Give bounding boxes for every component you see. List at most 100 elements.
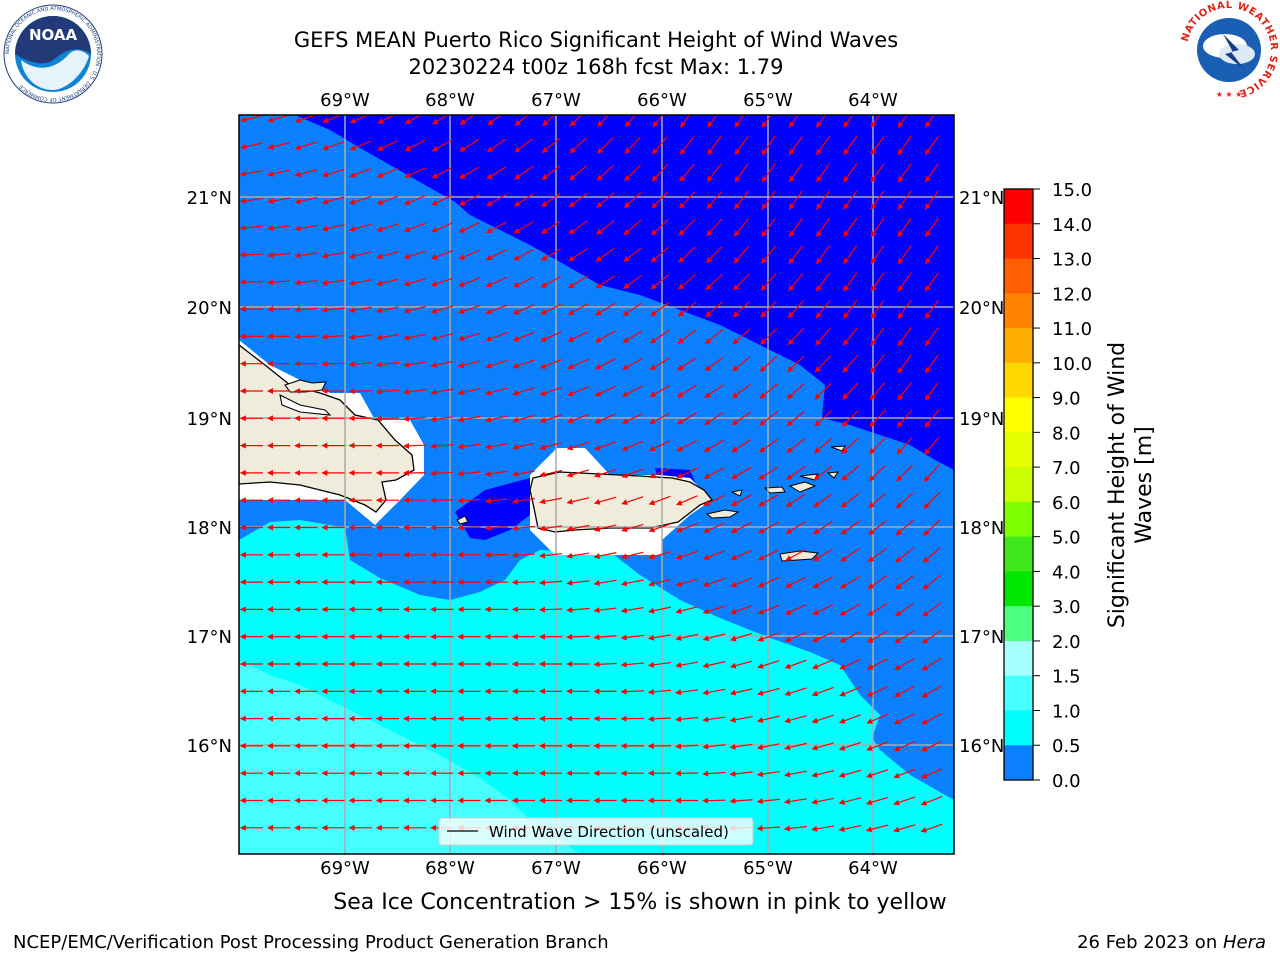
wave-arrow: [430, 388, 454, 396]
wave-arrow: [730, 522, 752, 533]
wave-arrow: [594, 468, 617, 478]
wave-arrow: [539, 606, 563, 613]
wave-arrow: [404, 167, 426, 178]
wave-arrow: [761, 163, 776, 183]
wave-arrow: [403, 222, 426, 233]
wave-arrow: [649, 412, 671, 424]
wave-arrow: [812, 548, 833, 562]
chart-title: GEFS MEAN Puerto Rico Significant Height…: [293, 28, 899, 52]
wave-arrow: [783, 798, 807, 805]
wave-arrow: [843, 272, 858, 292]
wave-arrow: [703, 550, 725, 560]
wave-arrow: [675, 743, 699, 750]
wave-arrow: [866, 713, 888, 724]
wave-arrow: [729, 688, 753, 696]
wave-arrow: [870, 327, 885, 347]
wave-arrow: [894, 602, 915, 617]
wave-arrow: [923, 519, 941, 536]
wave-arrow: [788, 190, 803, 210]
wave-arrow: [788, 163, 803, 183]
wave-arrow: [893, 713, 915, 724]
colorbar-tick-label: 1.0: [1052, 701, 1081, 722]
wave-arrow: [811, 714, 834, 724]
wave-arrow: [897, 327, 912, 347]
lat-label-left: 21°N: [187, 188, 232, 209]
wave-arrow: [486, 166, 507, 180]
wave-arrow: [542, 115, 556, 127]
wave-arrow: [349, 195, 372, 205]
wave-arrow: [594, 413, 616, 424]
wave-arrow: [267, 279, 291, 286]
wave-arrow: [593, 634, 617, 641]
wave-arrow: [540, 303, 562, 315]
lon-label-top: 65°W: [743, 90, 793, 111]
colorbar-tick-label: 15.0: [1052, 180, 1092, 201]
colorbar-tick-label: 12.0: [1052, 284, 1092, 305]
wave-arrow: [759, 355, 778, 372]
wave-arrow: [896, 437, 913, 455]
land-mona-island: [456, 515, 469, 525]
colorbar-label-line2: Waves [m]: [1132, 426, 1157, 543]
wave-arrow: [843, 136, 858, 156]
land-samana: [279, 394, 332, 416]
wave-arrow: [786, 383, 805, 400]
colorbar-swatch: [1004, 571, 1033, 607]
wave-arrow: [868, 437, 886, 455]
wave-arrow: [784, 659, 807, 669]
wave-arrow: [703, 467, 725, 479]
wave-arrow: [267, 115, 290, 123]
wave-arrow: [731, 439, 752, 453]
wave-arrow: [678, 218, 696, 236]
wave-arrow: [838, 824, 862, 832]
wave-arrow: [757, 632, 780, 642]
wave-arrow: [239, 251, 264, 258]
wave-arrow: [376, 250, 399, 260]
wave-arrow: [842, 382, 859, 400]
wave-arrow: [758, 438, 779, 453]
legend-label: Wind Wave Direction (unscaled): [489, 823, 729, 841]
wave-arrow: [893, 796, 916, 806]
lat-label-right: 20°N: [959, 298, 1004, 319]
wave-arrow: [484, 470, 508, 477]
wave-arrow: [514, 138, 534, 153]
wave-arrow: [869, 409, 886, 428]
wave-arrow: [375, 334, 399, 341]
wave-arrow: [431, 139, 453, 152]
wave-arrow: [840, 520, 860, 535]
wave-arrow: [512, 470, 535, 477]
wave-arrow: [784, 631, 807, 642]
wave-arrow: [867, 547, 887, 563]
wave-arrow: [677, 274, 696, 290]
wave-arrow: [593, 661, 617, 668]
lon-label-bottom: 68°W: [425, 858, 475, 879]
wave-arrow: [786, 438, 806, 454]
wave-arrow: [239, 170, 263, 177]
wave-arrow: [732, 301, 750, 318]
wave-arrow: [924, 190, 939, 210]
colorbar-tick-label: 2.0: [1052, 632, 1081, 653]
wave-arrow: [758, 494, 779, 507]
wave-arrow: [321, 279, 345, 286]
wave-arrow: [511, 525, 536, 532]
wave-arrow: [784, 687, 807, 697]
wave-arrow: [920, 768, 943, 779]
wave-arrow: [924, 217, 939, 238]
wave-arrow: [593, 552, 617, 559]
wave-arrow: [649, 357, 670, 371]
wave-arrow: [783, 825, 807, 832]
wave-arrow: [922, 547, 941, 563]
wave-arrow: [816, 115, 827, 128]
wave-arrow: [924, 136, 939, 156]
wave-arrow: [512, 331, 535, 342]
wave-arrow: [838, 714, 861, 724]
colorbar-swatch: [1004, 710, 1033, 746]
wave-arrow: [485, 332, 508, 342]
wave-arrow: [321, 196, 345, 205]
wave-arrow: [760, 300, 777, 318]
wave-arrow: [897, 354, 912, 374]
wave-arrow: [868, 464, 887, 482]
wave-arrow: [403, 278, 426, 287]
wave-arrow: [567, 275, 589, 289]
wave-arrow: [813, 438, 832, 454]
wave-arrow: [841, 437, 859, 454]
